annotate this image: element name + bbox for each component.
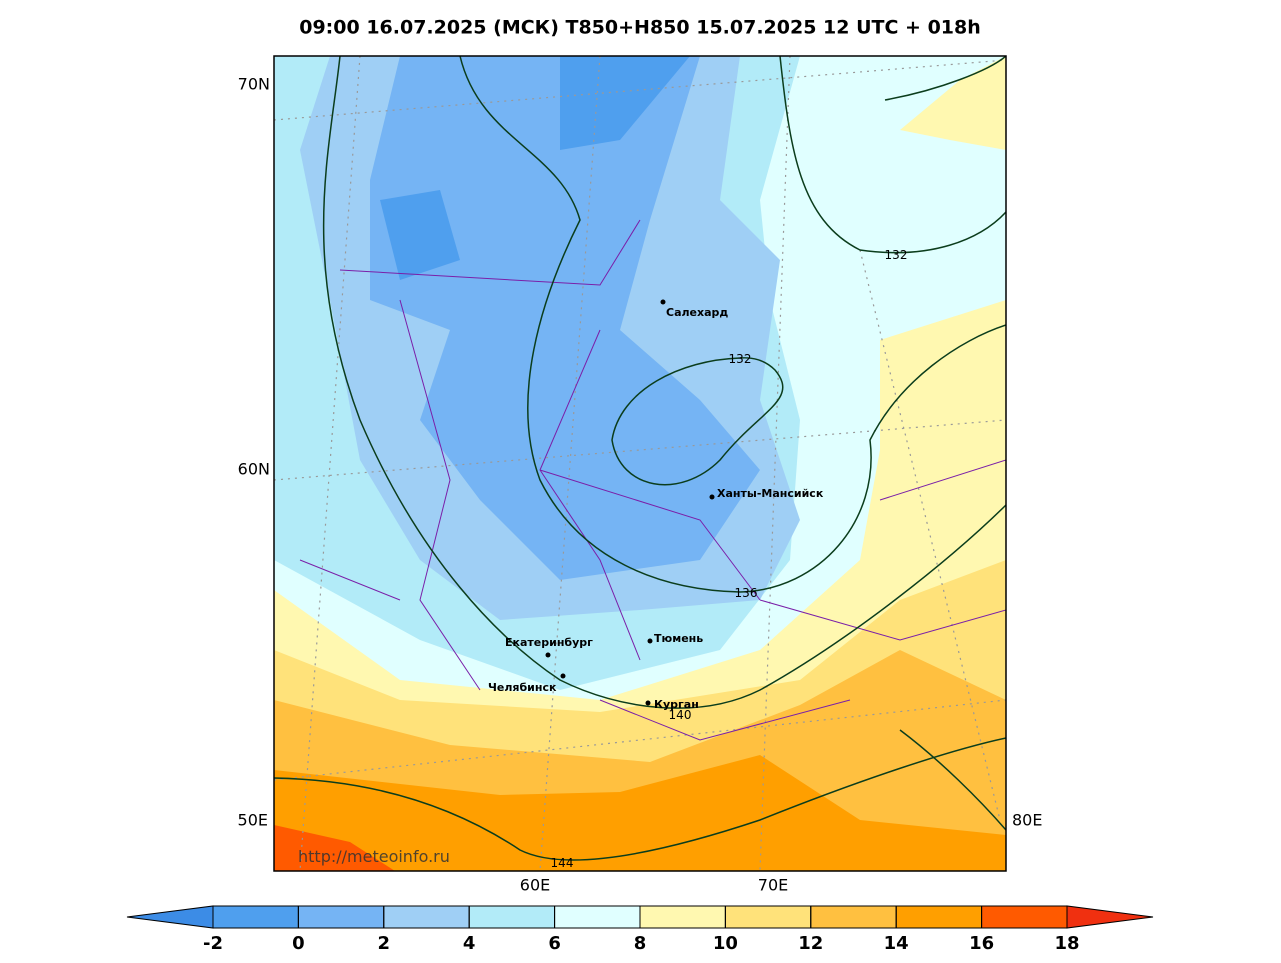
colorbar-tick-label: 10 bbox=[713, 933, 738, 954]
lat-label: 70N bbox=[238, 75, 270, 94]
colorbar-tick-label: 4 bbox=[463, 933, 476, 954]
city-label: Екатеринбург bbox=[505, 636, 593, 649]
contour-label: 136 bbox=[735, 586, 758, 600]
watermark: http://meteoinfo.ru bbox=[298, 847, 450, 866]
cities: Салехард Ханты-Мансийск Тюмень Екатеринб… bbox=[488, 299, 824, 711]
lon-label: 80E bbox=[1012, 811, 1042, 830]
colorbar-tick-label: -2 bbox=[203, 933, 223, 954]
colorbar-under bbox=[126, 905, 214, 929]
colorbar-tick-label: 0 bbox=[292, 933, 305, 954]
colorbar-segment bbox=[297, 905, 385, 929]
colorbar-segment bbox=[212, 905, 299, 929]
lat-label: 60N bbox=[238, 460, 270, 479]
lon-label: 50E bbox=[238, 811, 268, 830]
contour-label: 132 bbox=[729, 352, 752, 366]
city-label: Ханты-Мансийск bbox=[717, 487, 824, 500]
contour-label: 132 bbox=[885, 248, 908, 262]
title: 09:00 16.07.2025 (МСК) T850+H850 15.07.2… bbox=[299, 17, 981, 39]
colorbar-over bbox=[1066, 905, 1154, 929]
colorbar-tick-label: 16 bbox=[969, 933, 994, 954]
colorbar-segment bbox=[810, 905, 897, 929]
colorbar-tick-label: 2 bbox=[378, 933, 391, 954]
lon-label: 70E bbox=[758, 876, 788, 895]
contour-labels: 132 132 136 140 144 bbox=[551, 248, 908, 870]
colorbar-segment bbox=[554, 905, 641, 929]
city-label: Салехард bbox=[666, 306, 728, 319]
map bbox=[274, 56, 1006, 871]
colorbar-segment bbox=[383, 905, 470, 929]
city-label: Челябинск bbox=[488, 681, 557, 694]
colorbar-segment bbox=[895, 905, 983, 929]
colorbar-tick-label: 6 bbox=[548, 933, 561, 954]
city-label: Тюмень bbox=[654, 632, 703, 645]
city-label: Курган bbox=[654, 698, 699, 711]
map-frame bbox=[273, 55, 1007, 872]
colorbar-tick-label: 18 bbox=[1054, 933, 1079, 954]
lon-label: 60E bbox=[520, 876, 550, 895]
colorbar-segment bbox=[639, 905, 726, 929]
contour-label: 144 bbox=[551, 856, 574, 870]
colorbar: -2 0 2 4 6 8 10 12 14 16 18 bbox=[126, 905, 1154, 954]
colorbar-tick-label: 14 bbox=[884, 933, 909, 954]
colorbar-tick-label: 8 bbox=[634, 933, 647, 954]
contour-label: 140 bbox=[669, 708, 692, 722]
colorbar-segment bbox=[468, 905, 556, 929]
colorbar-tick-label: 12 bbox=[798, 933, 823, 954]
colorbar-segment bbox=[724, 905, 812, 929]
colorbar-segment bbox=[981, 905, 1068, 929]
